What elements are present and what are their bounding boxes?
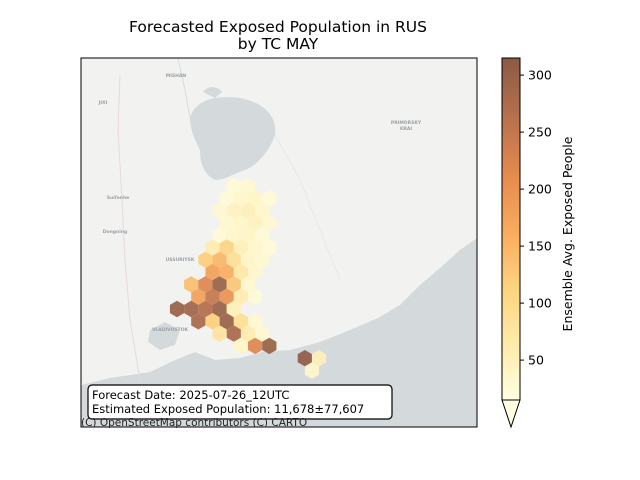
exposure-hex-59 [297, 350, 312, 367]
exposure-hex-53 [226, 325, 241, 342]
colorbar-tick-label: 150 [528, 239, 552, 254]
label-vladivostok: VLADIVOSTOK [152, 327, 189, 333]
exposure-hex-31 [248, 263, 263, 281]
exposure-hex-39 [219, 288, 234, 305]
forecast-date: Forecast Date: 2025-07-26_12UTC [92, 388, 289, 402]
colorbar-extend-arrow [501, 399, 521, 429]
exposure-hex-47 [191, 313, 206, 330]
exposure-hex-56 [233, 337, 249, 355]
exposure-hex-57 [248, 337, 263, 355]
info-box [87, 384, 393, 420]
exposure-hex-61 [304, 362, 320, 379]
exposure-hex-54 [240, 325, 256, 342]
exposure-hex-26 [240, 251, 256, 268]
colorbar-ticks: 50 100 150 200 250 300 [520, 68, 552, 368]
exposure-hex-52 [212, 325, 227, 342]
exposure-hex-40 [233, 288, 249, 305]
exposure-hex-33 [198, 276, 213, 293]
exposure-hex-29 [219, 263, 234, 281]
exposure-hex-14 [212, 227, 227, 244]
exposure-hex-51 [248, 313, 263, 330]
exposure-hexbins [169, 177, 327, 379]
exposure-hex-11 [233, 214, 249, 232]
exposure-hex-15 [226, 227, 241, 244]
exposure-hex-20 [233, 239, 249, 256]
small-lake [203, 87, 222, 98]
exposure-hex-10 [219, 214, 234, 232]
exposure-hex-30 [233, 263, 249, 281]
map-area: PRIMORSKY KRAI MISHAN JIXI Suifenhe Dong… [81, 58, 477, 427]
exposure-hex-32 [184, 276, 199, 293]
exposure-hex-12 [248, 214, 263, 232]
exposure-hex-55 [255, 325, 270, 342]
exposure-hex-48 [205, 313, 220, 330]
exposure-hex-34 [212, 276, 227, 293]
exposure-hex-5 [262, 190, 277, 207]
colorbar [502, 58, 520, 400]
map-frame [80, 57, 478, 428]
exposure-hex-38 [205, 288, 220, 305]
exposure-hex-7 [226, 202, 241, 219]
exposure-hex-50 [233, 313, 249, 330]
colorbar-label: Ensemble Avg. Exposed People [560, 136, 575, 331]
exposure-hex-60 [311, 350, 327, 367]
exposure-hex-3 [233, 190, 249, 207]
exposure-hex-43 [184, 300, 199, 318]
label-primorsky-2: KRAI [400, 126, 412, 132]
exposure-hex-1 [240, 177, 256, 195]
label-ussuriysk: USSURIYSK [166, 257, 195, 263]
exposure-hex-45 [212, 300, 227, 318]
exposure-hex-35 [226, 276, 241, 293]
exposure-hex-41 [248, 288, 263, 305]
river [177, 58, 191, 119]
colorbar-tick-label: 100 [528, 296, 552, 311]
colorbar-tick-label: 50 [528, 353, 544, 368]
attribution: (C) OpenStreetMap contributors (C) CARTO [81, 417, 307, 429]
exposure-hex-4 [248, 190, 263, 207]
exposure-hex-21 [248, 239, 263, 256]
exposure-hex-18 [205, 239, 220, 256]
exposure-hex-19 [219, 239, 234, 256]
estimated-population: Estimated Exposed Population: 11,678±77,… [92, 402, 364, 416]
label-primorsky-1: PRIMORSKY [391, 120, 422, 126]
exposure-hex-28 [205, 263, 220, 281]
exposure-hex-44 [198, 300, 213, 318]
exposure-hex-8 [240, 202, 256, 219]
border-line [117, 74, 141, 381]
colorbar-tick-label: 200 [528, 182, 552, 197]
sea-of-japan [81, 238, 477, 427]
label-mishan: MISHAN [166, 73, 187, 79]
exposure-hex-49 [219, 313, 234, 330]
exposure-hex-16 [240, 227, 256, 244]
exposure-hex-17 [255, 227, 270, 244]
label-jixi: JIXI [98, 100, 108, 106]
colorbar-frame [501, 57, 521, 400]
amur-bay [148, 322, 180, 350]
exposure-hex-37 [191, 288, 206, 305]
exposure-hex-13 [262, 214, 277, 232]
exposure-hex-27 [255, 251, 270, 268]
colorbar-tick-label: 300 [528, 68, 552, 83]
road [274, 134, 341, 281]
exposure-hex-9 [255, 202, 270, 219]
exposure-hex-36 [240, 276, 256, 293]
exposure-hex-24 [212, 251, 227, 268]
colorbar-tick-label: 250 [528, 125, 552, 140]
lake-khanka [190, 97, 276, 180]
exposure-hex-46 [226, 300, 241, 318]
exposure-hex-25 [226, 251, 241, 268]
exposure-hex-6 [212, 202, 227, 219]
exposure-hex-2 [219, 190, 234, 207]
exposure-hex-58 [262, 337, 277, 355]
map-title-line1: Forecasted Exposed Population in RUS [129, 18, 427, 36]
exposure-hex-22 [262, 239, 277, 256]
exposure-hex-0 [226, 177, 241, 195]
label-suifenhe: Suifenhe [107, 195, 129, 201]
exposure-hex-42 [169, 300, 185, 318]
exposure-hex-23 [198, 251, 213, 268]
map-title-line2: by TC MAY [238, 35, 319, 53]
label-dongning: Dongning [103, 229, 127, 235]
